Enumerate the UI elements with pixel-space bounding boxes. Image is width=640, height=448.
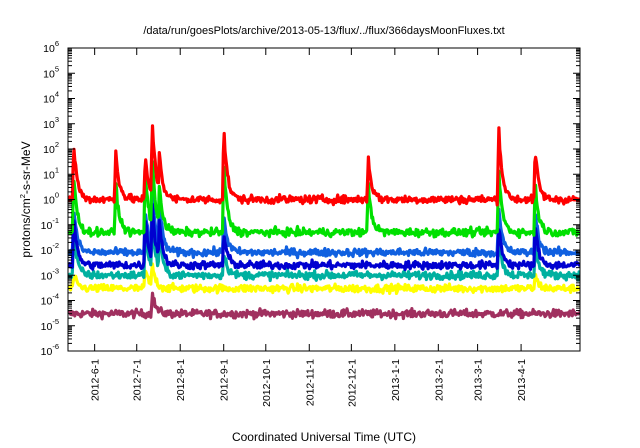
x-tick-label-4: 2012-10-1 (261, 359, 273, 407)
x-tick-label-6: 2012-12-1 (346, 359, 358, 407)
y-axis-label: protons/cm2-s-sr-MeV (18, 141, 33, 257)
y-tick-exponent: -4 (52, 292, 59, 301)
y-tick-base: 10 (43, 43, 55, 55)
y-tick-label-0: 10-6 (41, 342, 59, 358)
x-tick-label-9: 2013-3-1 (473, 359, 485, 401)
series-line-4 (68, 203, 580, 272)
y-tick-label-2: 10-4 (41, 292, 59, 308)
y-tick-base: 10 (43, 94, 55, 106)
y-tick-base: 10 (43, 169, 55, 181)
y-tick-label-12: 106 (43, 39, 59, 55)
y-tick-exponent: -6 (52, 342, 59, 351)
y-tick-base: 10 (41, 245, 53, 257)
y-tick-base: 10 (43, 119, 55, 131)
series-line-5 (68, 160, 580, 239)
series-line-1 (68, 262, 580, 295)
y-tick-exponent: -3 (52, 266, 59, 275)
y-tick-exponent: 2 (55, 140, 59, 149)
chart-title: /data/run/goesPlots/archive/2013-05-13/f… (143, 25, 504, 37)
x-tick-label-5: 2012-11-1 (304, 359, 316, 406)
y-tick-base: 10 (41, 296, 53, 308)
y-tick-label-4: 10-2 (41, 241, 59, 257)
y-tick-exponent: -2 (52, 241, 59, 250)
y-tick-exponent: 6 (55, 39, 59, 48)
series-layer (68, 124, 580, 321)
y-tick-exponent: 4 (55, 90, 59, 99)
y-tick-label-9: 103 (43, 115, 59, 131)
series-line-6 (68, 124, 580, 207)
x-tick-label-8: 2013-2-1 (433, 359, 445, 401)
y-tick-exponent: 0 (55, 191, 59, 200)
y-axis-label-rest: -s-sr-MeV (19, 141, 33, 194)
y-tick-base: 10 (41, 220, 53, 232)
x-tick-label-2: 2012-8-1 (175, 359, 187, 401)
plot-frame (67, 47, 581, 352)
y-tick-label-8: 102 (43, 140, 59, 156)
y-tick-exponent: 1 (55, 165, 59, 174)
y-tick-label-6: 100 (43, 191, 59, 207)
y-tick-label-3: 10-3 (41, 266, 59, 282)
x-tick-label-0: 2012-6-1 (90, 359, 102, 401)
y-tick-base: 10 (41, 346, 53, 358)
y-tick-label-10: 104 (43, 90, 59, 106)
y-tick-label-5: 10-1 (41, 216, 59, 232)
y-tick-exponent: -1 (52, 216, 59, 225)
y-tick-base: 10 (41, 270, 53, 282)
y-tick-label-7: 101 (43, 165, 59, 181)
axis-ticks: 10-610-510-410-310-210-11001011021031041… (41, 39, 580, 407)
y-tick-label-1: 10-5 (41, 317, 59, 333)
y-axis-label-main: protons/cm (19, 198, 33, 257)
y-tick-base: 10 (43, 68, 55, 80)
x-tick-label-1: 2012-7-1 (132, 359, 144, 401)
x-axis-label: Coordinated Universal Time (UTC) (232, 430, 416, 444)
y-axis-label-superscript: 2 (18, 194, 27, 198)
y-tick-base: 10 (43, 144, 55, 156)
x-tick-label-10: 2013-4-1 (516, 359, 528, 401)
x-tick-label-7: 2013-1-1 (390, 359, 402, 401)
y-tick-exponent: -5 (52, 317, 59, 326)
series-line-0 (68, 291, 580, 321)
y-tick-label-11: 105 (43, 64, 59, 80)
y-tick-base: 10 (43, 195, 55, 207)
y-tick-exponent: 3 (55, 115, 59, 124)
y-tick-exponent: 5 (55, 64, 59, 73)
y-tick-base: 10 (41, 321, 53, 333)
x-tick-label-3: 2012-9-1 (219, 359, 231, 401)
